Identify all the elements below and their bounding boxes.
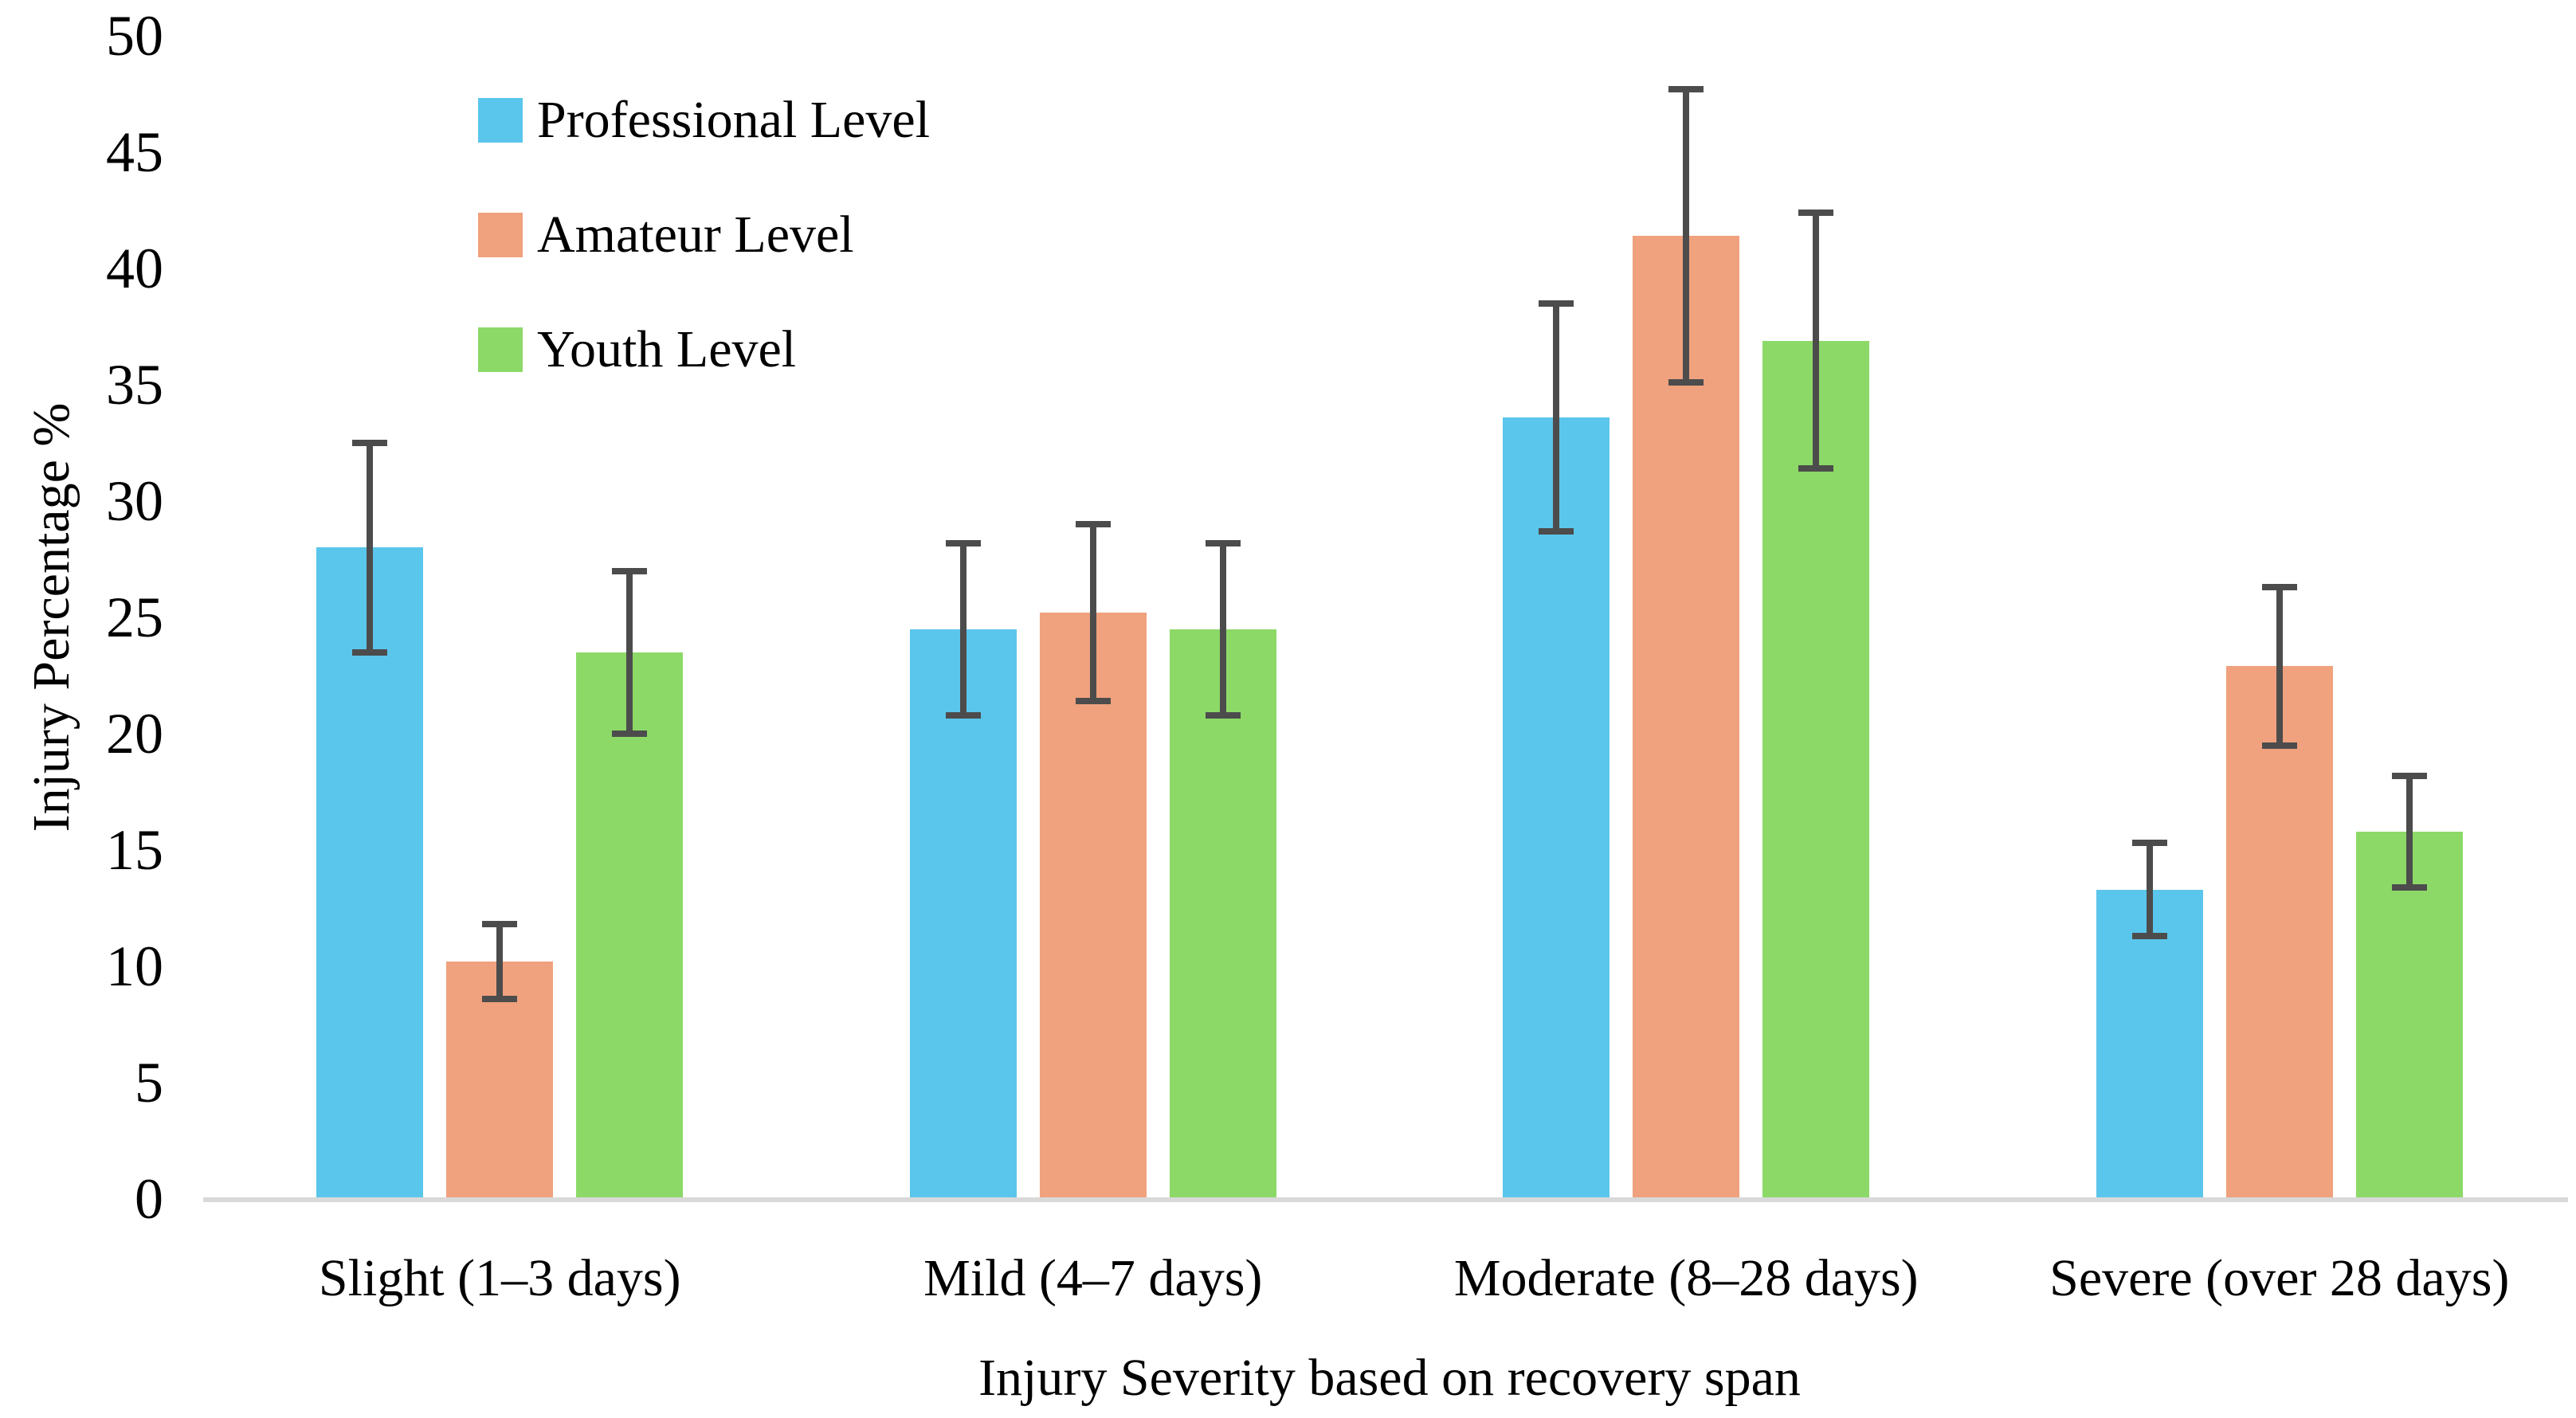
legend-item: Professional Level — [478, 94, 930, 147]
error-bar-line — [1813, 212, 1820, 469]
y-tick-label: 5 — [135, 1051, 163, 1114]
error-bar-bottom-cap — [2261, 742, 2297, 749]
error-bar-bottom-cap — [945, 711, 981, 719]
error-bar-top-cap — [1075, 521, 1111, 528]
legend-item: Amateur Level — [478, 209, 930, 261]
legend-swatch — [478, 327, 523, 372]
y-tick-label: 10 — [106, 934, 163, 998]
legend-label: Amateur Level — [537, 206, 854, 264]
x-axis-line — [203, 1197, 2568, 1202]
error-bar-top-cap — [2391, 772, 2427, 779]
error-bar-bottom-cap — [482, 995, 518, 1002]
error-bar-top-cap — [352, 440, 388, 446]
error-bar-line — [367, 443, 374, 652]
legend-swatch — [478, 98, 523, 143]
error-bar-line — [1219, 543, 1226, 715]
error-bar-top-cap — [1668, 86, 1704, 93]
error-bar-top-cap — [612, 567, 648, 574]
error-bar-top-cap — [1539, 300, 1574, 307]
error-bar-bottom-cap — [2391, 883, 2427, 891]
error-bar-top-cap — [2261, 584, 2297, 591]
error-bar-line — [626, 570, 633, 734]
y-tick-label: 20 — [106, 702, 163, 766]
error-bar-bottom-cap — [1539, 527, 1574, 535]
legend-label: Professional Level — [537, 91, 931, 149]
y-tick-label: 45 — [106, 120, 163, 184]
error-bar-line — [959, 543, 966, 715]
x-axis-title: Injury Severity based on recovery span — [978, 1349, 1801, 1407]
error-bar-bottom-cap — [352, 648, 388, 656]
error-bar-line — [2146, 843, 2153, 937]
y-tick-label: 40 — [106, 237, 163, 300]
error-bar-bottom-cap — [1075, 698, 1111, 705]
error-bar-bottom-cap — [1205, 711, 1241, 719]
bar — [909, 629, 1017, 1199]
error-bar-line — [2276, 587, 2283, 746]
error-bar-top-cap — [945, 539, 981, 546]
error-bar-line — [1553, 303, 1560, 531]
error-bar-top-cap — [482, 921, 518, 928]
bar — [2225, 666, 2333, 1199]
x-category-label: Severe (over 28 days) — [2049, 1249, 2510, 1307]
bar — [2355, 831, 2463, 1199]
plot-area — [203, 36, 2576, 1199]
bar — [576, 652, 684, 1199]
error-bar-bottom-cap — [1798, 465, 1834, 472]
error-bar-top-cap — [1798, 209, 1834, 216]
bar — [1039, 613, 1147, 1199]
legend-label: Youth Level — [537, 320, 797, 378]
x-category-label: Mild (4–7 days) — [923, 1249, 1263, 1307]
legend-item: Youth Level — [478, 323, 930, 376]
error-bar-line — [1089, 524, 1096, 702]
bar — [1169, 629, 1276, 1199]
error-bar-bottom-cap — [1668, 379, 1704, 386]
bar — [1503, 417, 1610, 1199]
x-category-label: Slight (1–3 days) — [318, 1249, 681, 1307]
legend-swatch — [478, 213, 523, 257]
y-tick-label: 25 — [106, 586, 163, 649]
y-tick-label: 0 — [135, 1167, 163, 1231]
error-bar-line — [1683, 89, 1690, 383]
bar — [1762, 340, 1870, 1199]
error-bar-line — [2405, 775, 2413, 887]
y-tick-label: 30 — [106, 469, 163, 533]
error-bar-bottom-cap — [2131, 933, 2167, 940]
error-bar-line — [496, 924, 504, 999]
bar — [2096, 889, 2203, 1199]
y-tick-label: 15 — [106, 818, 163, 882]
bar — [316, 547, 424, 1199]
y-tick-label: 35 — [106, 353, 163, 417]
error-bar-top-cap — [2131, 840, 2167, 847]
error-bar-top-cap — [1205, 539, 1241, 546]
y-tick-label: 50 — [106, 4, 163, 68]
legend: Professional Level Amateur Level Youth Lev… — [478, 94, 930, 376]
bar — [1633, 236, 1740, 1199]
x-category-label: Moderate (8–28 days) — [1453, 1249, 1919, 1307]
error-bar-bottom-cap — [612, 731, 648, 737]
